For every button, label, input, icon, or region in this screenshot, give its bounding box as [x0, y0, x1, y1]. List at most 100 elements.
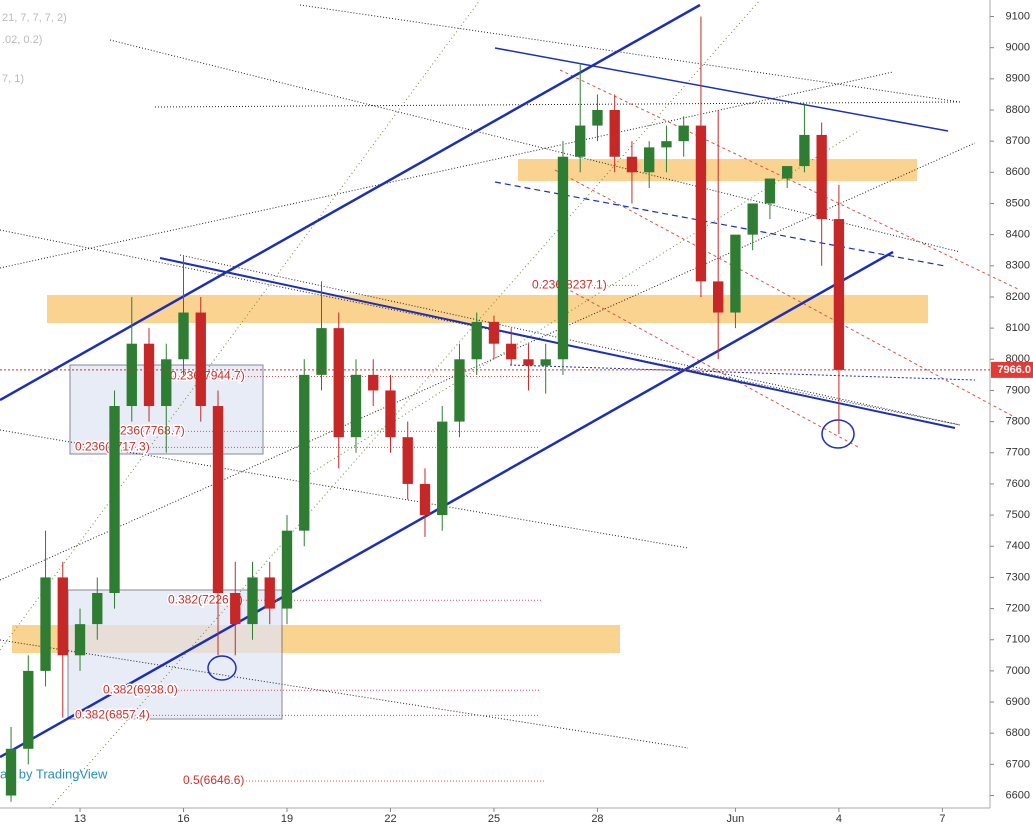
candle-body — [333, 328, 344, 438]
y-tick-label: 8900 — [1006, 73, 1030, 85]
candle-body — [747, 203, 758, 235]
channel-line — [494, 181, 946, 267]
x-tick-label: 7 — [939, 813, 945, 825]
x-tick-label: 16 — [177, 813, 189, 825]
circle-marker — [821, 419, 855, 449]
candle-body — [368, 374, 379, 391]
trend-line — [49, 0, 761, 809]
y-tick-label: 7100 — [1006, 634, 1030, 646]
candle-body — [161, 359, 172, 407]
y-tick-label: 6600 — [1006, 789, 1030, 801]
trend-lines — [0, 0, 861, 809]
fib-label: 0.236(7768.7) — [110, 424, 185, 438]
y-tick-label: 7300 — [1006, 571, 1030, 583]
y-tick-label: 7600 — [1006, 478, 1030, 490]
candle-body — [454, 359, 465, 422]
y-tick-label: 7800 — [1006, 416, 1030, 428]
current-price-tag — [991, 361, 1033, 378]
trend-line — [554, 169, 1021, 421]
x-tick-label: 22 — [384, 813, 396, 825]
fib-label: 0.236(8237.1) — [532, 278, 607, 292]
candle-body — [523, 359, 534, 366]
candle-body — [92, 592, 103, 625]
candle-body — [23, 670, 34, 749]
y-tick-label: 6900 — [1006, 696, 1030, 708]
fib-label: 0.382(7226.6) — [168, 592, 243, 606]
candle-body — [816, 134, 827, 220]
fib-label: 0.382(6938.0) — [103, 682, 178, 696]
circle-marker — [207, 655, 237, 681]
legend-row: 7, 1) — [2, 73, 24, 85]
y-tick-label: 7400 — [1006, 540, 1030, 552]
candle-body — [575, 125, 586, 157]
candle-body — [40, 577, 51, 671]
zone — [518, 159, 917, 181]
y-tick-label: 7500 — [1006, 509, 1030, 521]
candle-body — [781, 166, 793, 179]
trend-line — [154, 101, 961, 108]
x-tick-label: 19 — [281, 813, 293, 825]
candle-body — [126, 343, 137, 407]
fib-label: 0.382(6857.4) — [75, 707, 150, 721]
box — [67, 589, 283, 720]
candle-body — [695, 125, 707, 282]
channel-line — [509, 364, 976, 381]
candle-body — [247, 577, 258, 625]
fib-label: 0.236(7944.7) — [170, 369, 245, 383]
legend-row: 21, 7, 7, 7, 2) — [2, 12, 67, 24]
candle-body — [626, 156, 638, 173]
channel-line — [494, 47, 949, 132]
candle-body — [644, 147, 655, 173]
x-tick-label: 4 — [836, 813, 842, 825]
y-tick-label: 8600 — [1006, 166, 1030, 178]
x-tick-label: 25 — [488, 813, 500, 825]
current-price-label: 7966.0 — [997, 364, 1031, 376]
x-tick-label: 13 — [74, 813, 86, 825]
y-tick-label: 7000 — [1006, 665, 1030, 677]
candle-body — [592, 109, 603, 126]
watermark: art by TradingView — [0, 766, 108, 781]
y-tick-label: 8500 — [1006, 197, 1030, 209]
y-tick-label: 8100 — [1006, 322, 1030, 334]
candle-body — [540, 359, 551, 366]
trend-line — [299, 4, 961, 103]
candle-body — [316, 328, 327, 375]
y-tick-label: 8300 — [1006, 260, 1030, 272]
candle-body — [730, 234, 741, 313]
candle-body — [764, 178, 776, 204]
y-tick-label: 8700 — [1006, 135, 1030, 147]
y-tick-label: 9000 — [1006, 42, 1030, 54]
trend-line — [0, 0, 481, 651]
candle-body — [419, 483, 431, 516]
legend: 21, 7, 7, 7, 2) .02, 0.2) 7, 1) — [2, 12, 67, 85]
channel-line — [0, 3, 701, 402]
candle-body — [109, 406, 120, 593]
x-tick-label: 28 — [591, 813, 603, 825]
y-tick-label: 7700 — [1006, 447, 1030, 459]
trend-line — [0, 142, 976, 581]
candle-body — [437, 421, 448, 516]
trend-lines — [554, 69, 1021, 448]
trend-line — [0, 639, 689, 749]
candle-body — [402, 437, 413, 484]
fib-label: 0.5(6646.6) — [183, 773, 244, 787]
legend-row: .02, 0.2) — [2, 34, 42, 46]
y-tick-label: 8200 — [1006, 291, 1030, 303]
candle-body — [506, 343, 517, 360]
candle-body — [212, 406, 224, 593]
candle-body — [799, 134, 810, 167]
candle-body — [609, 109, 620, 157]
candle-body — [143, 343, 155, 407]
candle-body — [678, 125, 689, 142]
candle-body — [74, 624, 86, 656]
y-tick-label: 7200 — [1006, 602, 1030, 614]
y-tick-label: 7900 — [1006, 384, 1030, 396]
candle-body — [833, 219, 845, 370]
candle-body — [281, 530, 293, 609]
y-tick-label: 8800 — [1006, 104, 1030, 116]
zone — [47, 295, 928, 323]
x-tick-label: Jun — [727, 813, 745, 825]
candle-body — [264, 577, 275, 609]
trend-line — [109, 39, 961, 253]
candle-body — [5, 748, 17, 796]
